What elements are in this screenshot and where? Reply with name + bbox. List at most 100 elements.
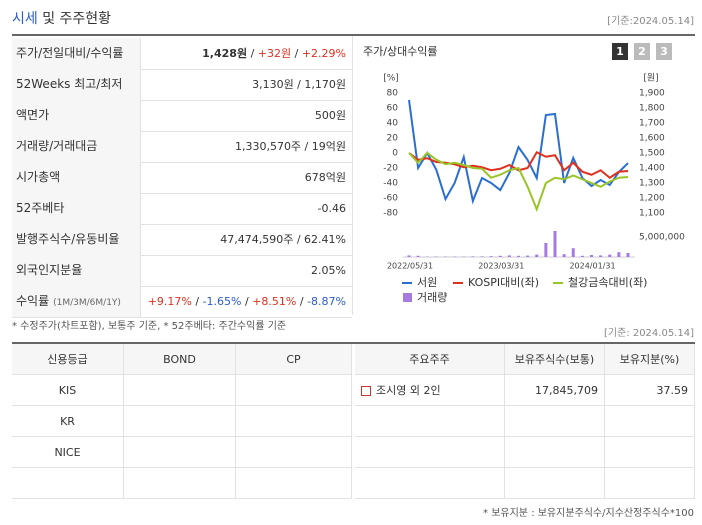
x-tick-label: 2023/03/31 bbox=[478, 262, 524, 271]
row-label: 발행주식수/유동비율 bbox=[12, 224, 141, 255]
value-part: 678억원 bbox=[304, 171, 346, 184]
top-rule bbox=[12, 34, 695, 36]
volume-bar bbox=[580, 255, 584, 257]
cell-text: 17,845,709 bbox=[535, 384, 598, 397]
value-part: 1,428원 bbox=[202, 47, 248, 60]
value-part: / bbox=[191, 295, 203, 308]
title: 시세 및 주주현황 bbox=[12, 8, 111, 28]
volume-bar bbox=[617, 252, 621, 257]
value-part: -0.46 bbox=[317, 202, 346, 215]
button[interactable] bbox=[656, 43, 672, 60]
button[interactable] bbox=[634, 43, 650, 60]
cell bbox=[236, 468, 352, 499]
value-part: / bbox=[241, 295, 253, 308]
volume-bar bbox=[562, 254, 566, 257]
value-part: -1.65% bbox=[202, 295, 242, 308]
cell bbox=[124, 437, 236, 468]
cell: 37.59 bbox=[605, 375, 695, 406]
row-value: 500원 bbox=[315, 100, 346, 131]
cell bbox=[12, 468, 124, 499]
row-value: 2.05% bbox=[311, 255, 346, 286]
table-row: 외국인지분율 2.05% bbox=[12, 255, 352, 287]
value-part: +2.29% bbox=[301, 47, 346, 60]
volume-bar bbox=[498, 255, 502, 257]
button[interactable] bbox=[612, 43, 628, 60]
value-part: 1,330,570주 / 19억원 bbox=[234, 140, 346, 153]
y-unit: [%] bbox=[383, 74, 399, 84]
row-label: 액면가 bbox=[12, 100, 141, 131]
row-value: 678억원 bbox=[305, 162, 346, 193]
y-tick-label: -80 bbox=[383, 209, 398, 219]
cell bbox=[505, 468, 605, 499]
row-label: 시가총액 bbox=[12, 162, 141, 193]
cell-text: 37.59 bbox=[656, 384, 689, 397]
table-row: 거래량/거래대금 1,330,570주 / 19억원 bbox=[12, 131, 352, 163]
value-part: +32원 bbox=[257, 47, 292, 60]
row-sublabel: (1M/3M/6M/1Y) bbox=[53, 298, 121, 308]
note: * 보유지분 : 보유지분주식수/지수산정주식수*100 bbox=[483, 508, 694, 519]
volume-bar bbox=[553, 231, 557, 257]
header-cell: BOND bbox=[124, 344, 236, 375]
y2-tick-label: 1,100 bbox=[639, 209, 665, 219]
y2-unit: [원] bbox=[643, 73, 658, 84]
date: [기준: 2024.05.14] bbox=[603, 328, 694, 339]
line bbox=[408, 99, 629, 205]
value-part: 500원 bbox=[314, 109, 346, 122]
line bbox=[408, 151, 629, 213]
title-part: 및 주주현황 bbox=[37, 11, 112, 27]
legend-label: 서원 bbox=[417, 276, 437, 289]
y-tick-label: -20 bbox=[383, 164, 398, 174]
cell bbox=[124, 375, 236, 406]
legend-swatch bbox=[403, 293, 412, 302]
volume-bar bbox=[507, 255, 511, 257]
y-tick-label: 0 bbox=[392, 149, 398, 159]
icon bbox=[361, 386, 371, 396]
row-label: 수익률 (1M/3M/6M/1Y) bbox=[12, 286, 141, 317]
table-row: 시가총액 678억원 bbox=[12, 162, 352, 194]
value-part: 2.05% bbox=[311, 264, 346, 277]
value-part: / bbox=[291, 47, 302, 60]
volume-bar bbox=[590, 255, 593, 257]
row-value: +9.17% / -1.65% / +8.51% / -8.87% bbox=[148, 286, 346, 317]
cell bbox=[605, 468, 695, 499]
y2-tick-label: 1,900 bbox=[639, 89, 665, 99]
header-cell: CP bbox=[236, 344, 352, 375]
table-row: 액면가 500원 bbox=[12, 100, 352, 132]
cell bbox=[124, 468, 236, 499]
value-part: / bbox=[247, 47, 258, 60]
table-row: 수익률 (1M/3M/6M/1Y) +9.17% / -1.65% / +8.51%… bbox=[12, 286, 352, 318]
volume-bar bbox=[535, 254, 539, 257]
y-tick-label: -40 bbox=[383, 179, 398, 189]
button-label: 1 bbox=[616, 45, 624, 58]
cell bbox=[605, 437, 695, 468]
cell bbox=[355, 437, 505, 468]
volume-bar bbox=[480, 256, 484, 257]
value-part: 47,474,590주 / 62.41% bbox=[220, 233, 346, 246]
cell bbox=[236, 406, 352, 437]
legend-label: 철강금속대비(좌) bbox=[568, 276, 647, 289]
cell bbox=[505, 406, 605, 437]
chart: 주가/상대수익률 1 2 3 [%] [원] 80 60 40 20 0 -20 -40 -60 -80 1,… bbox=[363, 43, 685, 304]
volume-bar bbox=[407, 255, 411, 257]
cell: 17,845,709 bbox=[505, 375, 605, 406]
cell: KR bbox=[12, 406, 124, 437]
note: * 수정주가(차트포함), 보통주 기준, * 52주베타: 주간수익률 기준 bbox=[12, 321, 287, 332]
cell: 조시영 외 2인 bbox=[355, 375, 505, 406]
divider bbox=[352, 36, 353, 315]
volume-bar bbox=[544, 243, 548, 257]
chart-title: 주가/상대수익률 bbox=[363, 45, 438, 58]
y2-tick-label: 1,500 bbox=[639, 149, 665, 159]
y-tick-label: -60 bbox=[383, 194, 398, 204]
cell bbox=[236, 437, 352, 468]
y2-tick-label: 1,400 bbox=[639, 164, 665, 174]
row-label: 거래량/거래대금 bbox=[12, 131, 141, 162]
row-label: 52Weeks 최고/최저 bbox=[12, 69, 141, 100]
y-tick-label: 40 bbox=[387, 119, 399, 129]
cell: NICE bbox=[12, 437, 124, 468]
volume-bar bbox=[489, 256, 493, 257]
rule bbox=[12, 342, 695, 344]
volume-bar bbox=[471, 256, 475, 257]
cell bbox=[355, 406, 505, 437]
cell bbox=[236, 375, 352, 406]
